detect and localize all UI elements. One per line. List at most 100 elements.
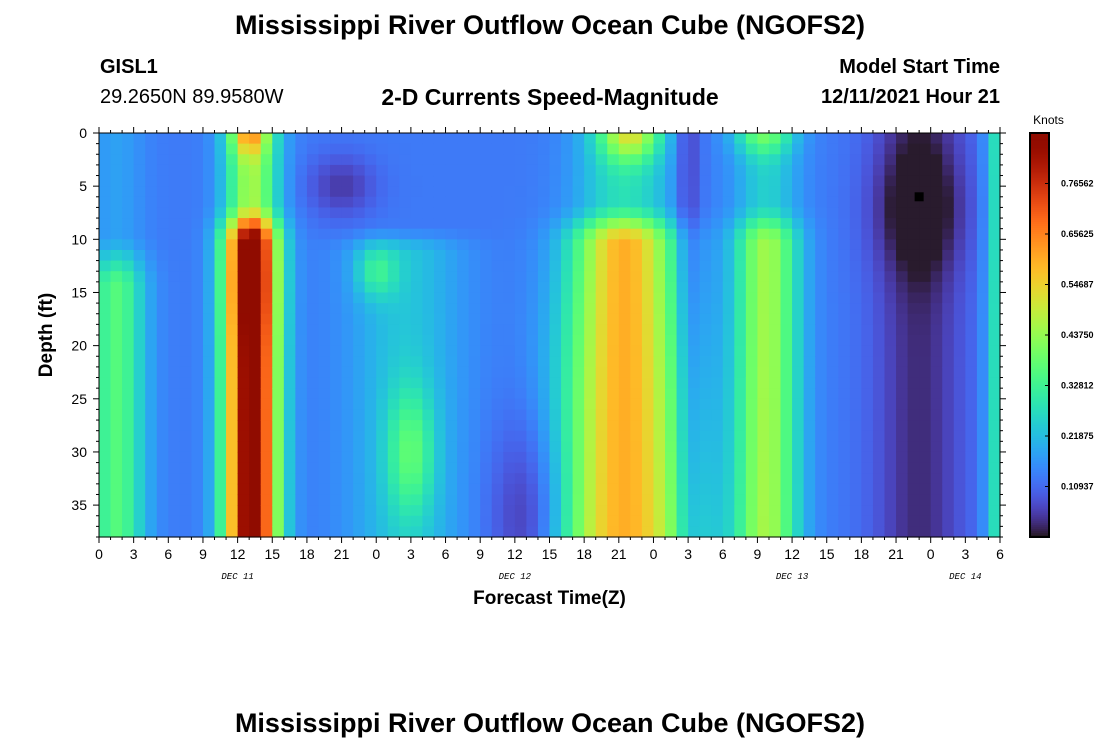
heatmap-cell	[768, 143, 782, 155]
heatmap-cell	[595, 483, 608, 496]
colorbar-segment	[1030, 203, 1049, 207]
heatmap-cell	[376, 207, 389, 219]
heatmap-cell	[99, 133, 112, 145]
heatmap-cell	[330, 260, 343, 272]
heatmap-cell	[826, 175, 839, 187]
heatmap-cell	[988, 281, 1001, 294]
heatmap-cell	[283, 398, 296, 411]
heatmap-cell	[884, 430, 897, 442]
heatmap-cell	[884, 526, 897, 538]
heatmap-cell	[549, 388, 562, 400]
heatmap-cell	[676, 335, 689, 347]
heatmap-cell	[457, 430, 470, 442]
heatmap-cell	[433, 292, 447, 304]
heatmap-cell	[722, 526, 735, 538]
heatmap-cell	[330, 292, 343, 304]
heatmap-cell	[410, 228, 424, 240]
heatmap-cell	[480, 398, 493, 411]
heatmap-cell	[433, 154, 447, 166]
heatmap-cell	[815, 154, 828, 166]
heatmap-cell	[653, 473, 666, 485]
heatmap-cell	[341, 324, 354, 336]
colorbar-segment	[1030, 446, 1049, 449]
heatmap-cell	[722, 186, 735, 198]
heatmap-cell	[237, 398, 250, 411]
heatmap-cell	[653, 366, 666, 379]
heatmap-cell	[861, 494, 874, 506]
heatmap-cell	[226, 420, 239, 432]
heatmap-cell	[988, 526, 1001, 538]
heatmap-cell	[387, 281, 400, 294]
heatmap-cell	[457, 420, 470, 432]
heatmap-cell	[572, 483, 585, 496]
heatmap-cell	[618, 505, 631, 517]
heatmap-cell	[930, 175, 943, 187]
heatmap-cell	[607, 515, 620, 527]
heatmap-cell	[942, 430, 955, 442]
heatmap-cell	[595, 335, 608, 347]
heatmap-cell	[272, 356, 285, 368]
colorbar-segment	[1030, 405, 1049, 409]
heatmap-cell	[202, 228, 216, 240]
heatmap-cell	[965, 366, 978, 379]
heatmap-cell	[942, 398, 955, 411]
heatmap-cell	[237, 249, 250, 262]
colorbar-segment	[1030, 361, 1049, 364]
heatmap-cell	[930, 228, 943, 240]
heatmap-cell	[942, 441, 955, 453]
heatmap-cell	[214, 207, 227, 219]
heatmap-cell	[699, 164, 712, 177]
heatmap-cell	[503, 356, 516, 368]
heatmap-cell	[168, 494, 181, 506]
x-tick-label: 0	[927, 546, 935, 562]
heatmap-cell	[711, 494, 724, 506]
heatmap-cell	[514, 377, 527, 389]
heatmap-cell	[780, 175, 793, 187]
heatmap-cell	[410, 303, 424, 315]
heatmap-cell	[942, 451, 955, 464]
heatmap-cell	[295, 451, 308, 464]
heatmap-cell	[826, 271, 839, 283]
heatmap-cell	[561, 462, 574, 474]
heatmap-cell	[699, 260, 712, 272]
heatmap-cell	[457, 441, 470, 453]
heatmap-cell	[665, 483, 678, 496]
heatmap-cell	[491, 366, 504, 379]
heatmap-cell	[988, 218, 1001, 230]
heatmap-cell	[665, 164, 678, 177]
heatmap-cell	[884, 451, 897, 464]
heatmap-cell	[99, 218, 112, 230]
heatmap-cell	[306, 303, 320, 315]
heatmap-cell	[283, 292, 296, 304]
heatmap-cell	[595, 228, 608, 240]
heatmap-cell	[433, 515, 447, 527]
heatmap-cell	[768, 451, 782, 464]
colorbar-segment	[1030, 175, 1049, 179]
heatmap-cell	[595, 186, 608, 198]
heatmap-cell	[665, 133, 678, 145]
heatmap-cell	[676, 356, 689, 368]
heatmap-cell	[815, 505, 828, 517]
heatmap-cell	[110, 494, 123, 506]
heatmap-cell	[884, 260, 897, 272]
heatmap-cell	[364, 430, 377, 442]
heatmap-cell	[260, 313, 273, 325]
heatmap-cell	[156, 175, 169, 187]
heatmap-cell	[595, 473, 608, 485]
heatmap-cell	[480, 313, 493, 325]
heatmap-cell	[537, 292, 551, 304]
heatmap-cell	[156, 430, 169, 442]
heatmap-cell	[676, 303, 689, 315]
heatmap-cell	[376, 356, 389, 368]
heatmap-cell	[896, 228, 909, 240]
heatmap-cell	[826, 388, 839, 400]
heatmap-cell	[376, 526, 389, 538]
heatmap-cell	[422, 271, 435, 283]
heatmap-cell	[156, 377, 169, 389]
heatmap-cell	[872, 303, 886, 315]
heatmap-cell	[99, 388, 112, 400]
heatmap-cell	[595, 441, 608, 453]
heatmap-cell	[283, 324, 296, 336]
heatmap-cell	[306, 228, 320, 240]
heatmap-cell	[676, 313, 689, 325]
